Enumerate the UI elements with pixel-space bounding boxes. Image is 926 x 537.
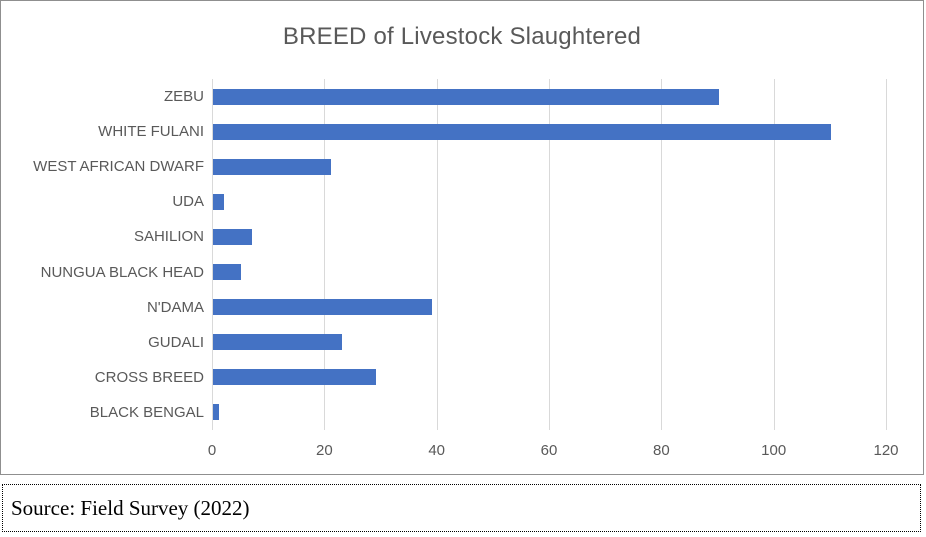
gridline bbox=[324, 79, 326, 430]
x-tick-label: 40 bbox=[428, 442, 445, 459]
x-tick-label: 80 bbox=[652, 442, 670, 459]
category-label: ZEBU bbox=[163, 88, 204, 105]
chart-title: BREED of Livestock Slaughtered bbox=[282, 23, 642, 50]
gridline bbox=[549, 79, 550, 430]
category-label: N'DAMA bbox=[146, 298, 204, 316]
x-tick-label: 0 bbox=[207, 442, 217, 459]
x-tick-label: 100 bbox=[761, 442, 787, 459]
bar bbox=[213, 88, 719, 105]
x-tick-label: 120 bbox=[873, 442, 899, 459]
x-tick-label: 60 bbox=[540, 442, 558, 459]
category-label: NUNGUA BLACK HEAD bbox=[40, 263, 204, 281]
source-note-box: Source: Field Survey (2022) bbox=[2, 484, 921, 532]
bar bbox=[213, 404, 219, 421]
bar bbox=[213, 228, 253, 245]
plot-area bbox=[212, 79, 887, 430]
category-label: UDA bbox=[172, 193, 204, 211]
gridline bbox=[661, 79, 663, 430]
bar bbox=[213, 193, 225, 210]
x-axis-labels: 0 20 40 60 80 100 120 bbox=[1, 442, 925, 464]
bar bbox=[213, 158, 331, 175]
category-label: SAHILION bbox=[133, 228, 204, 246]
bar bbox=[213, 123, 831, 140]
category-label: CROSS BREED bbox=[94, 368, 204, 386]
gridline bbox=[436, 79, 438, 430]
bar bbox=[213, 334, 343, 351]
gridline bbox=[773, 79, 775, 430]
source-note: Source: Field Survey (2022) bbox=[11, 495, 250, 520]
category-label: WHITE FULANI bbox=[98, 123, 204, 141]
category-label: GUDALI bbox=[148, 333, 204, 351]
gridline bbox=[212, 79, 213, 430]
x-tick-label: 20 bbox=[315, 442, 333, 459]
bar bbox=[213, 299, 433, 316]
bar-chart: BREED of Livestock Slaughtered ZEBU WHITE… bbox=[0, 0, 924, 475]
category-label: BLACK BENGAL bbox=[89, 403, 204, 421]
bar bbox=[213, 264, 242, 281]
bar bbox=[213, 369, 376, 386]
gridline bbox=[886, 79, 887, 430]
y-axis-labels: ZEBU WHITE FULANI WEST AFRICAN DWARF UDA SAH… bbox=[1, 79, 204, 430]
category-label: WEST AFRICAN DWARF bbox=[33, 158, 204, 176]
